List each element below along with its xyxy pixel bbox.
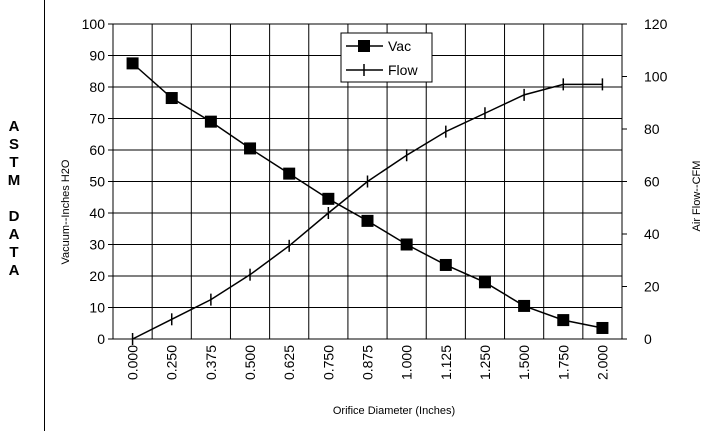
right-tick-label: 100 [644,69,668,85]
data-point-vac [518,299,531,312]
left-tick-label: 90 [89,48,105,64]
x-tick-label: 2.000 [594,345,610,380]
series-line-vac [132,62,603,329]
data-point-vac [400,238,413,251]
data-point-vac [204,115,217,128]
side-letter: A [8,262,20,279]
side-letter: A [8,118,20,135]
right-tick-label: 20 [644,279,660,295]
data-point-vac [283,167,296,180]
side-letter: D [8,208,20,225]
x-tick-label: 0.750 [320,345,336,380]
x-tick-label: 0.000 [125,345,141,380]
left-tick-label: 20 [89,268,105,284]
x-axis-label: Orifice Diameter (Inches) [333,405,455,417]
x-tick-label: 1.500 [516,345,532,380]
left-tick-label: 50 [89,174,105,190]
data-point-vac [478,276,491,289]
series-layer [126,57,609,345]
data-point-vac [596,321,609,334]
side-letter: M [7,172,21,189]
data-point-vac [557,314,570,327]
data-point-vac [361,214,374,227]
side-letter: T [9,244,19,261]
legend-label: Vac [388,38,411,54]
data-point-vac [244,142,257,155]
y-axis-label-left: Vacuum--Inches H2O [60,159,72,264]
side-letter: A [8,226,20,243]
x-tick-label: 0.375 [203,345,219,380]
left-tick-label: 60 [89,142,105,158]
x-tick-label: 0.875 [360,345,376,380]
legend-marker-square [358,40,370,52]
left-tick-label: 80 [89,79,105,95]
right-tick-label: 80 [644,121,660,137]
y-axis-label-right: Air Flow--CFM [691,161,703,232]
left-tick-label: 10 [89,300,105,316]
x-tick-label: 0.500 [242,345,258,380]
left-tick-label: 40 [89,205,105,221]
left-tick-label: 70 [89,111,105,127]
data-point-vac [322,192,335,205]
x-tick-label: 1.750 [555,345,571,380]
x-tick-label: 1.125 [438,345,454,380]
left-axis: 0 10 20 30 40 50 60 70 80 90 100 [82,16,113,347]
right-tick-label: 0 [644,331,652,347]
data-point-vac [439,258,452,271]
left-tick-label: 100 [82,16,106,32]
x-tick-label: 0.250 [164,345,180,380]
x-tick-label: 1.250 [477,345,493,380]
x-axis: 0.000 0.250 0.375 0.500 0.625 0.750 0.875 1.000… [125,345,611,380]
right-tick-label: 40 [644,226,660,242]
right-tick-label: 120 [644,16,668,32]
x-tick-label: 1.000 [399,345,415,380]
legend: Vac Flow [340,32,433,83]
side-letter: S [8,136,19,153]
frame-divider [44,0,45,431]
data-point-vac [126,57,139,70]
right-axis: 0 20 40 60 80 100 120 [622,16,668,347]
right-tick-label: 60 [644,174,660,190]
legend-box [340,32,433,83]
side-letter: T [9,154,19,171]
left-tick-label: 30 [89,237,105,253]
x-tick-label: 0.625 [281,345,297,380]
series-line-flow [132,83,603,340]
legend-label: Flow [388,62,418,78]
data-point-vac [165,92,178,105]
left-tick-label: 0 [97,331,105,347]
